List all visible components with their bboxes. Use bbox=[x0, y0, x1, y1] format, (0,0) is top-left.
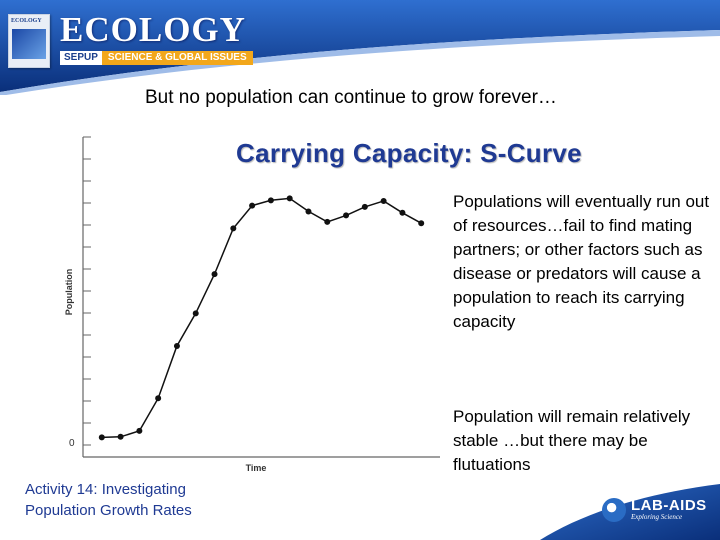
lab-aids-wordmark: LAB-AIDS Exploring Science bbox=[631, 498, 707, 522]
lab-aids-emblem-icon bbox=[602, 498, 626, 522]
data-point bbox=[399, 209, 406, 216]
data-point bbox=[98, 434, 105, 441]
slide-title: Carrying Capacity: S-Curve bbox=[236, 138, 582, 168]
data-point bbox=[286, 195, 293, 202]
data-point bbox=[361, 203, 368, 210]
data-point bbox=[267, 197, 274, 204]
sepup-tag: SEPUP bbox=[60, 51, 102, 65]
brand-subtitle: SEPUP SCIENCE & GLOBAL ISSUES bbox=[60, 51, 253, 65]
data-point bbox=[343, 212, 350, 219]
paragraph-carrying-capacity: Populations will eventually run out of r… bbox=[453, 192, 710, 331]
logo-tagline: Exploring Science bbox=[631, 513, 683, 521]
book-cover-art bbox=[12, 29, 46, 59]
data-point bbox=[173, 342, 180, 349]
lab-aids-logo: LAB-AIDS Exploring Science bbox=[602, 498, 707, 522]
data-point bbox=[249, 202, 256, 209]
data-point bbox=[418, 220, 425, 227]
data-point bbox=[305, 208, 312, 215]
book-cover-title: ECOLOGY bbox=[11, 18, 42, 24]
x-axis-label: Time bbox=[246, 463, 267, 473]
y-axis-label: Population bbox=[64, 269, 74, 316]
data-point bbox=[117, 433, 124, 440]
data-point bbox=[380, 198, 387, 204]
data-point bbox=[211, 271, 218, 278]
data-point bbox=[192, 310, 199, 317]
footer-line-1: Activity 14: Investigating bbox=[25, 481, 186, 498]
data-point bbox=[155, 395, 162, 402]
data-points bbox=[98, 195, 425, 441]
book-cover-image: ECOLOGY bbox=[8, 14, 50, 68]
footer-line-2: Population Growth Rates bbox=[25, 502, 192, 519]
series-tag: SCIENCE & GLOBAL ISSUES bbox=[101, 51, 253, 65]
lead-text: But no population can continue to grow f… bbox=[145, 87, 557, 108]
activity-footer: Activity 14: Investigating Population Gr… bbox=[25, 479, 192, 521]
population-line bbox=[101, 197, 422, 439]
data-point bbox=[324, 218, 331, 225]
data-point bbox=[230, 225, 237, 232]
brand-title: ECOLOGY bbox=[60, 10, 246, 49]
y-tick-label-zero: 0 bbox=[69, 438, 75, 449]
banner-background bbox=[0, 0, 720, 95]
header-banner: ECOLOGY ECOLOGY SEPUP SCIENCE & GLOBAL I… bbox=[0, 0, 720, 95]
y-ticks bbox=[83, 136, 91, 446]
paragraph-stability: Population will remain relatively stable… bbox=[453, 407, 691, 474]
chart-axes bbox=[82, 137, 440, 458]
logo-text: LAB-AIDS bbox=[631, 497, 707, 514]
data-point bbox=[136, 427, 143, 434]
